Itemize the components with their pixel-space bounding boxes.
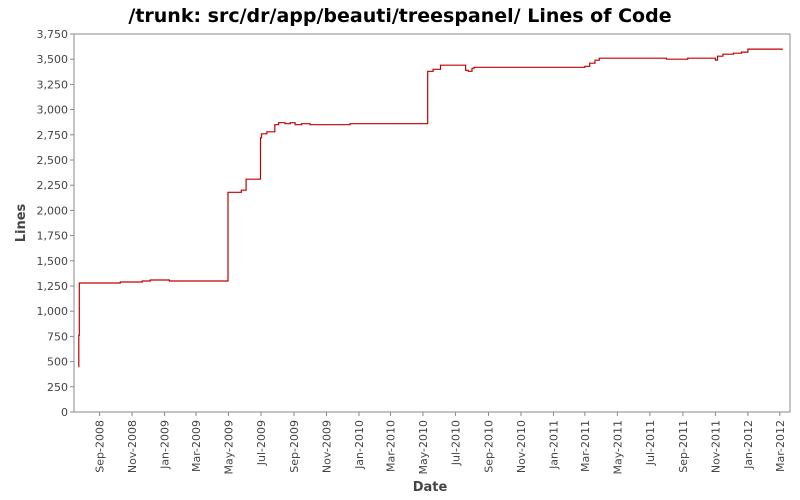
x-tick-label: Mar-2009 (190, 420, 203, 472)
y-tick-label: 2,500 (37, 154, 69, 167)
plot-area (73, 33, 791, 413)
series-layer (78, 48, 783, 368)
x-tick-label: Mar-2011 (579, 420, 592, 472)
x-tick-label: Jan-2009 (159, 420, 172, 470)
x-axis-label: Date (413, 480, 448, 495)
y-tick-label: 3,000 (37, 104, 69, 117)
y-tick-label: 500 (47, 356, 68, 369)
chart-title: /trunk: src/dr/app/beauti/treespanel/ Li… (128, 5, 671, 27)
y-tick-label: 750 (47, 330, 68, 343)
series-line (78, 48, 783, 368)
x-tick-label: Jul-2011 (644, 420, 657, 466)
x-tick-label: Nov-2008 (126, 420, 139, 473)
x-tick-label: May-2010 (417, 420, 430, 475)
x-tick-label: Nov-2011 (709, 420, 722, 473)
x-tick-label: Jul-2009 (255, 420, 268, 466)
y-tick-label: 0 (61, 406, 68, 419)
x-tick-label: Jan-2011 (547, 420, 560, 470)
y-tick-label: 3,750 (37, 28, 69, 41)
x-tick-label: Jan-2010 (353, 420, 366, 470)
x-tick-label: Nov-2009 (321, 420, 334, 473)
y-axis: 0 250 500 750 1,000 1,250 1,500 1,750 2,000 2,250… (37, 28, 74, 419)
x-tick-label: Sep-2010 (482, 420, 495, 473)
x-tick-label: Sep-2011 (677, 420, 690, 473)
y-tick-label: 1,500 (37, 255, 69, 268)
y-tick-label: 3,500 (37, 53, 69, 66)
y-tick-label: 3,250 (37, 78, 69, 91)
x-tick-label: Sep-2008 (94, 420, 107, 473)
y-tick-label: 250 (47, 381, 68, 394)
x-tick-label: Jan-2012 (742, 420, 755, 470)
x-tick-label: Nov-2010 (515, 420, 528, 473)
y-tick-label: 1,250 (37, 280, 69, 293)
x-tick-label: Sep-2009 (288, 420, 301, 473)
y-axis-label: Lines (14, 203, 29, 242)
y-tick-label: 1,000 (37, 305, 69, 318)
x-tick-label: Mar-2012 (774, 420, 787, 472)
y-tick-label: 2,000 (37, 204, 69, 217)
x-tick-label: May-2011 (611, 420, 624, 475)
y-tick-label: 2,750 (37, 129, 69, 142)
x-tick-label: Jul-2010 (449, 420, 462, 466)
y-tick-label: 1,750 (37, 230, 69, 243)
y-tick-label: 2,250 (37, 179, 69, 192)
x-tick-label: Mar-2010 (384, 420, 397, 472)
x-axis: Sep-2008 Nov-2008 Jan-2009 Mar-2009 May-2009… (94, 412, 787, 475)
x-tick-label: May-2009 (222, 420, 235, 475)
